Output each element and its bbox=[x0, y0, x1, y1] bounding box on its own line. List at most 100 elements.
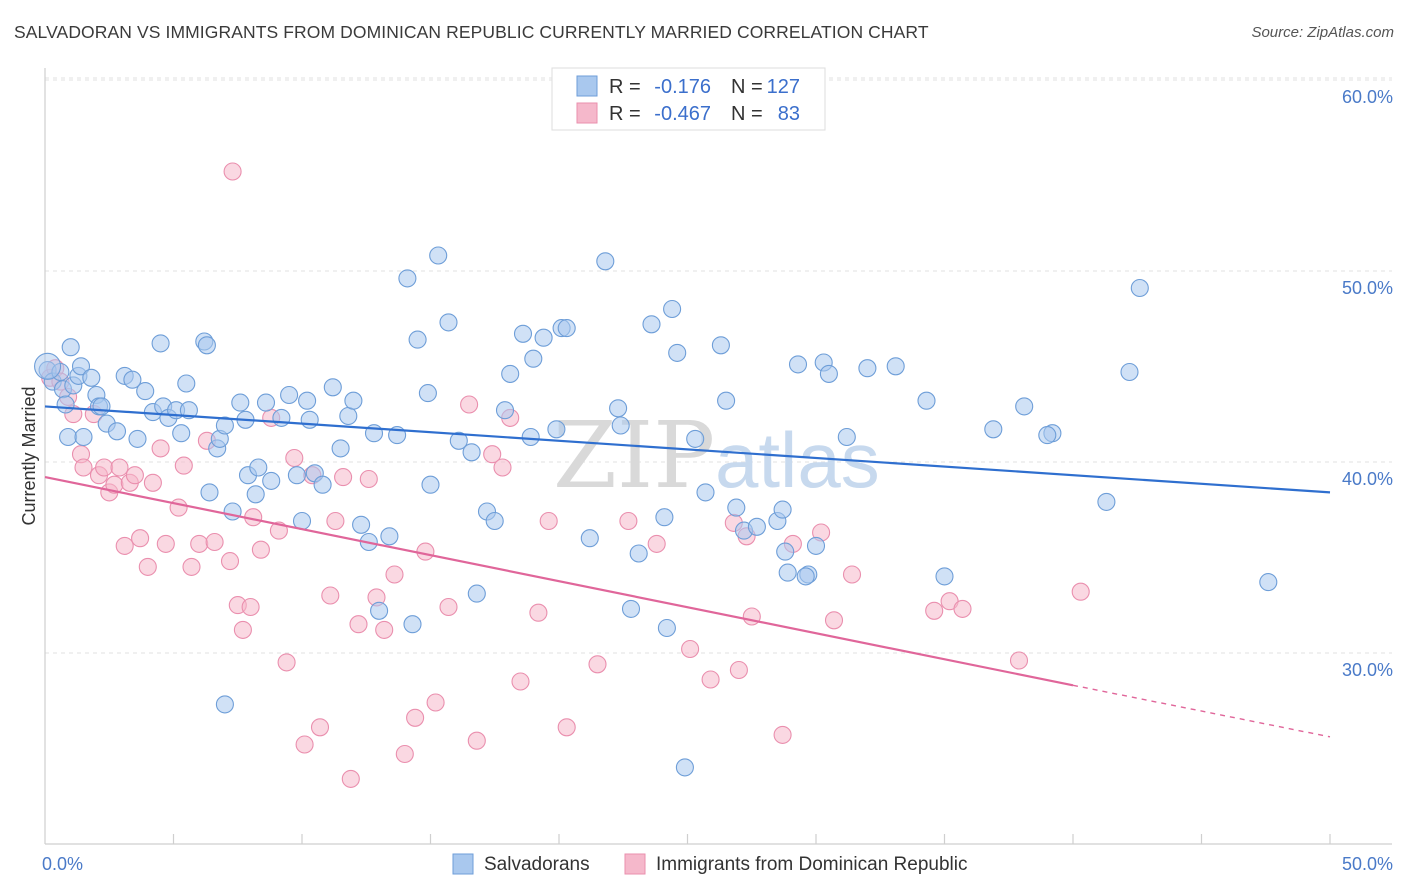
salvadoran-point-22 bbox=[151, 334, 170, 353]
source-label: Source: ZipAtlas.com bbox=[1251, 24, 1394, 41]
salvadoran-cluster-point bbox=[34, 352, 62, 380]
salvadoran-point-47 bbox=[298, 391, 317, 410]
salvadoran-point-40 bbox=[249, 458, 268, 477]
salvadoran-point-39 bbox=[246, 485, 265, 504]
dominican-point-50 bbox=[406, 708, 425, 727]
salvadoran-point-6 bbox=[61, 338, 80, 357]
y-tick-label-60: 60.0% bbox=[1342, 87, 1393, 107]
dominican-point-67 bbox=[701, 670, 720, 689]
salvadoran-point-113 bbox=[935, 567, 954, 586]
dominican-point-57 bbox=[493, 458, 512, 477]
salvadoran-point-93 bbox=[668, 343, 687, 362]
salvadoran-point-36 bbox=[231, 393, 250, 412]
salvadoran-point-67 bbox=[439, 313, 458, 332]
dominican-point-53 bbox=[439, 597, 458, 617]
salvadoran-point-20 bbox=[136, 382, 155, 401]
salvadoran-point-65 bbox=[421, 475, 440, 494]
salvadoran-point-63 bbox=[408, 330, 427, 349]
salvadoran-point-31 bbox=[200, 483, 219, 502]
dominican-point-44 bbox=[349, 615, 368, 634]
salvadoran-point-87 bbox=[621, 599, 641, 618]
salvadoran-point-11 bbox=[82, 368, 101, 387]
y-tick-label-30: 30.0% bbox=[1342, 660, 1393, 680]
salvadoran-point-70 bbox=[467, 584, 486, 603]
salvadoran-point-91 bbox=[657, 618, 676, 638]
salvadoran-point-51 bbox=[323, 378, 342, 397]
dominican-point-65 bbox=[647, 534, 666, 553]
dominican-point-54 bbox=[460, 395, 479, 414]
salvadoran-point-58 bbox=[370, 601, 389, 620]
dominican-point-18 bbox=[143, 473, 162, 492]
dominican-point-27 bbox=[220, 552, 240, 571]
trend-lines bbox=[44, 405, 1331, 738]
dominican-point-47 bbox=[375, 620, 394, 639]
salvadoran-point-48 bbox=[300, 410, 319, 429]
salvadoran-point-96 bbox=[711, 336, 730, 355]
dominican-point-29 bbox=[233, 620, 252, 639]
watermark-zip: ZIP bbox=[553, 402, 715, 509]
salvadoran-point-95 bbox=[696, 483, 715, 502]
salvadoran-point-50 bbox=[313, 475, 332, 494]
salvadoran-point-92 bbox=[663, 299, 682, 319]
salvadoran-point-121 bbox=[1259, 573, 1278, 592]
dominican-point-48 bbox=[385, 565, 404, 584]
salvadoran-point-52 bbox=[331, 439, 350, 458]
dominican-point-52 bbox=[426, 693, 445, 712]
dominican-point-56 bbox=[483, 445, 502, 464]
salvadoran-point-45 bbox=[287, 466, 306, 485]
salvadoran-point-78 bbox=[534, 328, 553, 347]
dominican-point-40 bbox=[321, 586, 340, 605]
legend-n-value-1: 127 bbox=[767, 76, 800, 98]
legend-r-value-1: -0.176 bbox=[654, 76, 711, 98]
legend-r-value-2: -0.467 bbox=[654, 103, 711, 125]
dominican-point-35 bbox=[277, 653, 296, 672]
salvadoran-point-4 bbox=[56, 395, 75, 414]
salvadoran-point-85 bbox=[609, 399, 628, 418]
dominican-point-59 bbox=[511, 672, 530, 691]
dominican-point-21 bbox=[169, 498, 188, 517]
salvadoran-point-73 bbox=[495, 401, 515, 420]
salvadoran-point-111 bbox=[886, 357, 905, 376]
x-tick-label-max: 50.0% bbox=[1342, 854, 1393, 874]
dominican-point-9 bbox=[95, 458, 114, 477]
salvadoran-point-117 bbox=[1038, 426, 1057, 445]
salvadoran-point-66 bbox=[429, 246, 448, 265]
dominican-point-66 bbox=[681, 639, 700, 659]
salvadoran-point-27 bbox=[177, 374, 196, 393]
y-tick-label-50: 50.0% bbox=[1342, 278, 1393, 298]
trendline-salvadorans bbox=[44, 405, 1331, 494]
salvadoran-point-72 bbox=[485, 511, 504, 531]
bottom-legend-swatch-dominican bbox=[624, 853, 646, 875]
y-tick-labels: 30.0% 40.0% 50.0% 60.0% bbox=[1342, 87, 1393, 680]
salvadoran-point-26 bbox=[172, 424, 191, 443]
dominican-point-24 bbox=[190, 534, 209, 553]
bottom-legend-swatch-salvadorans bbox=[452, 853, 474, 875]
salvadoran-point-86 bbox=[611, 416, 630, 435]
salvadoran-point-103 bbox=[776, 542, 795, 561]
salvadoran-point-119 bbox=[1120, 362, 1139, 382]
legend-swatch-salvadorans bbox=[576, 75, 598, 97]
salvadoran-point-115 bbox=[1015, 397, 1034, 416]
salvadoran-point-122 bbox=[675, 758, 694, 777]
dominican-point-63 bbox=[588, 655, 607, 674]
axes bbox=[44, 68, 1392, 845]
dominican-point-41 bbox=[326, 511, 345, 531]
dominican-point-32 bbox=[251, 540, 270, 559]
dominican-point-81 bbox=[223, 162, 242, 181]
salvadoran-point-76 bbox=[521, 427, 540, 447]
salvadoran-point-110 bbox=[858, 359, 877, 378]
salvadoran-point-5 bbox=[59, 427, 78, 447]
salvadoran-point-109 bbox=[837, 427, 856, 447]
salvadoran-point-43 bbox=[272, 408, 291, 427]
salvadoran-point-74 bbox=[501, 364, 520, 383]
dominican-point-37 bbox=[295, 735, 314, 754]
chart-title: SALVADORAN VS IMMIGRANTS FROM DOMINICAN … bbox=[14, 22, 929, 42]
trendline-dominican bbox=[44, 476, 1074, 687]
dominican-point-17 bbox=[138, 557, 157, 576]
salvadoran-point-114 bbox=[984, 420, 1003, 439]
y-axis-title: Currently Married bbox=[19, 386, 39, 525]
series-legend: Salvadorans Immigrants from Dominican Re… bbox=[452, 853, 968, 875]
salvadoran-point-35 bbox=[223, 502, 242, 521]
dominican-point-80 bbox=[1071, 582, 1090, 601]
